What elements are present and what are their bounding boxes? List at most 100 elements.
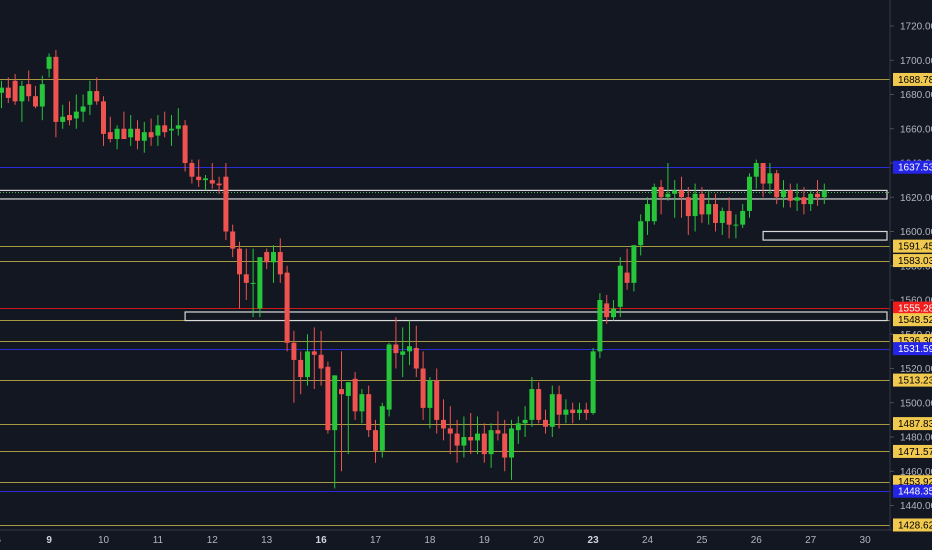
candle-body: [305, 351, 310, 378]
candle-body: [230, 231, 236, 249]
zones: [0, 189, 888, 322]
candle: [250, 248, 256, 318]
candle: [699, 186, 705, 223]
candle-body: [325, 366, 331, 431]
candle-body: [135, 128, 140, 141]
candle: [216, 176, 222, 194]
candle-body: [332, 375, 338, 431]
level-price-tag-bg: [893, 160, 932, 174]
candle: [441, 399, 446, 441]
candle: [570, 402, 576, 424]
candle: [529, 377, 535, 427]
candle-body: [413, 347, 419, 369]
candle-body: [515, 423, 521, 431]
candle-body: [441, 419, 446, 429]
candle: [189, 159, 195, 184]
candle: [101, 96, 106, 146]
candle: [821, 183, 827, 205]
time-tick-label: 6: [0, 535, 1, 546]
level-price-tag: 1513.23: [893, 373, 932, 387]
level-price-tag-bg: [893, 484, 932, 498]
candle-body: [740, 210, 746, 225]
candle-body: [33, 96, 38, 107]
candle: [672, 180, 678, 218]
candle: [305, 334, 310, 386]
candle-body: [46, 56, 52, 69]
candle-body: [692, 193, 698, 217]
level-price-tag-text: 1688.78: [898, 75, 932, 86]
price-tick-label: 1720.00: [900, 22, 932, 33]
candle: [237, 241, 242, 309]
level-price-tag-bg: [893, 301, 932, 315]
candle: [665, 163, 671, 201]
candle-body: [427, 380, 433, 408]
candle: [39, 75, 45, 121]
candle: [774, 169, 780, 205]
level-price-tag: 1487.83: [893, 417, 932, 431]
price-tick-label: 1480.00: [900, 433, 932, 444]
zone-box[interactable]: [0, 189, 888, 200]
candle-body: [189, 163, 195, 177]
candle-body: [196, 176, 202, 181]
candle: [175, 108, 181, 136]
candle-body: [114, 128, 120, 140]
candle-body: [237, 248, 242, 275]
candle-body: [815, 193, 820, 198]
candle-body: [583, 409, 589, 414]
candle-body: [509, 428, 514, 458]
price-tick-label: 1520.00: [900, 364, 932, 375]
candle-body: [645, 204, 650, 222]
candle: [760, 163, 766, 198]
candle: [359, 389, 365, 424]
candle: [563, 399, 569, 424]
candle-body: [243, 274, 249, 283]
candle: [141, 121, 147, 153]
time-axis[interactable]: 6 9 10 11 12 13 16 17 18 19 20 23 24 25 26 27 30: [0, 535, 871, 546]
candle: [196, 159, 202, 187]
candle: [522, 406, 528, 437]
candle-body: [658, 186, 664, 198]
candle: [94, 77, 100, 105]
time-tick-label: 17: [370, 535, 382, 546]
time-tick-label: 20: [533, 535, 545, 546]
candle-body: [760, 163, 766, 184]
candle-body: [774, 173, 780, 198]
candle-body: [821, 190, 827, 198]
zone-box[interactable]: [762, 230, 888, 241]
candle: [257, 257, 263, 318]
candle-body: [400, 351, 406, 355]
level-price-tag-text: 1536.30: [898, 336, 932, 347]
level-price-tag-bg: [893, 373, 932, 387]
candle: [719, 207, 725, 235]
candle: [427, 377, 433, 429]
candle: [801, 186, 807, 215]
candle: [264, 248, 270, 270]
candle: [277, 238, 283, 283]
price-tick-label: 1700.00: [900, 56, 932, 67]
candle-body: [339, 389, 344, 395]
candle: [685, 186, 691, 235]
candle-body: [284, 272, 290, 343]
candle-body: [502, 433, 508, 458]
candle-body: [223, 176, 229, 232]
level-price-tag: 1471.57: [893, 444, 932, 458]
candle: [26, 70, 32, 102]
candle: [815, 180, 820, 206]
level-price-tag-text: 1513.23: [898, 376, 932, 387]
candle-body: [393, 344, 399, 354]
level-price-tag-bg: [893, 239, 932, 253]
candle: [182, 120, 188, 172]
candle: [434, 368, 440, 434]
candle: [0, 80, 4, 109]
candle-body: [250, 282, 256, 284]
level-price-tag: 1548.52: [893, 313, 932, 327]
time-tick-label: 12: [207, 535, 219, 546]
level-price-tag-text: 1583.03: [898, 256, 932, 267]
candle: [679, 176, 684, 218]
zone-box[interactable]: [184, 311, 888, 322]
candle: [420, 351, 426, 420]
level-price-tag: 1583.03: [893, 254, 932, 268]
candle: [753, 159, 759, 189]
